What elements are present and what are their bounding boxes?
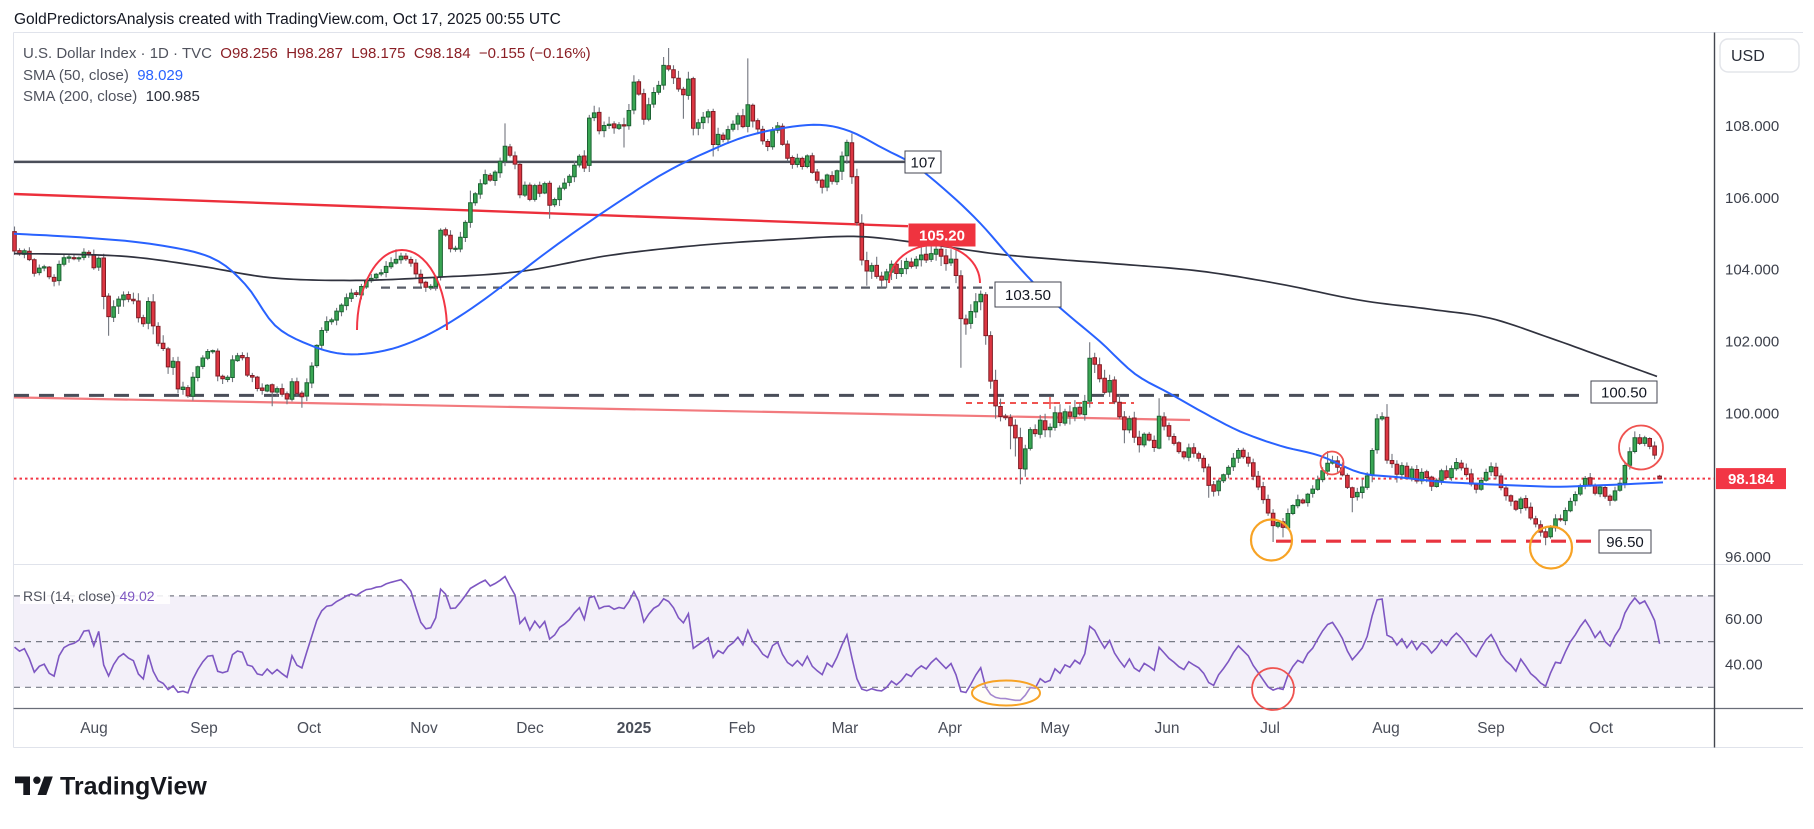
svg-text:103.50: 103.50 (1005, 287, 1051, 304)
svg-text:GoldPredictorsAnalysis created: GoldPredictorsAnalysis created with Trad… (14, 11, 561, 28)
svg-text:Aug: Aug (1372, 720, 1400, 737)
svg-text:96.000: 96.000 (1725, 549, 1771, 566)
svg-text:40.00: 40.00 (1725, 656, 1763, 673)
svg-text:Aug: Aug (80, 720, 108, 737)
svg-text:105.20: 105.20 (919, 227, 965, 244)
svg-text:107: 107 (910, 154, 935, 171)
svg-text:Oct: Oct (297, 720, 322, 737)
svg-text:U.S. Dollar Index · 1D · TVC: U.S. Dollar Index · 1D · TVC O98.256 H98… (23, 45, 591, 62)
svg-text:102.000: 102.000 (1725, 334, 1779, 351)
svg-text:100.000: 100.000 (1725, 405, 1779, 422)
svg-text:Jul: Jul (1260, 720, 1280, 737)
svg-text:Nov: Nov (410, 720, 438, 737)
svg-text:Jun: Jun (1155, 720, 1180, 737)
svg-text:2025: 2025 (617, 720, 652, 737)
svg-text:Feb: Feb (729, 720, 756, 737)
svg-text:USD: USD (1731, 48, 1765, 65)
svg-text:108.000: 108.000 (1725, 118, 1779, 135)
svg-text:SMA (200, close) 100.985: SMA (200, close) 100.985 (23, 88, 200, 105)
svg-text:60.00: 60.00 (1725, 611, 1763, 628)
svg-text:98.184: 98.184 (1728, 471, 1775, 488)
svg-text:100.50: 100.50 (1601, 384, 1647, 401)
svg-text:Apr: Apr (938, 720, 962, 737)
svg-text:Oct: Oct (1589, 720, 1614, 737)
svg-text:Sep: Sep (1477, 720, 1505, 737)
svg-text:106.000: 106.000 (1725, 190, 1779, 207)
svg-text:RSI (14, close) 49.02: RSI (14, close) 49.02 (23, 588, 155, 604)
svg-text:May: May (1040, 720, 1070, 737)
svg-text:TradingView: TradingView (60, 773, 207, 801)
svg-text:104.000: 104.000 (1725, 262, 1779, 279)
svg-text:Sep: Sep (190, 720, 218, 737)
svg-text:Dec: Dec (516, 720, 544, 737)
svg-text:96.50: 96.50 (1606, 534, 1644, 551)
svg-text:SMA (50, close) 98.029: SMA (50, close) 98.029 (23, 67, 183, 84)
svg-text:Mar: Mar (832, 720, 859, 737)
